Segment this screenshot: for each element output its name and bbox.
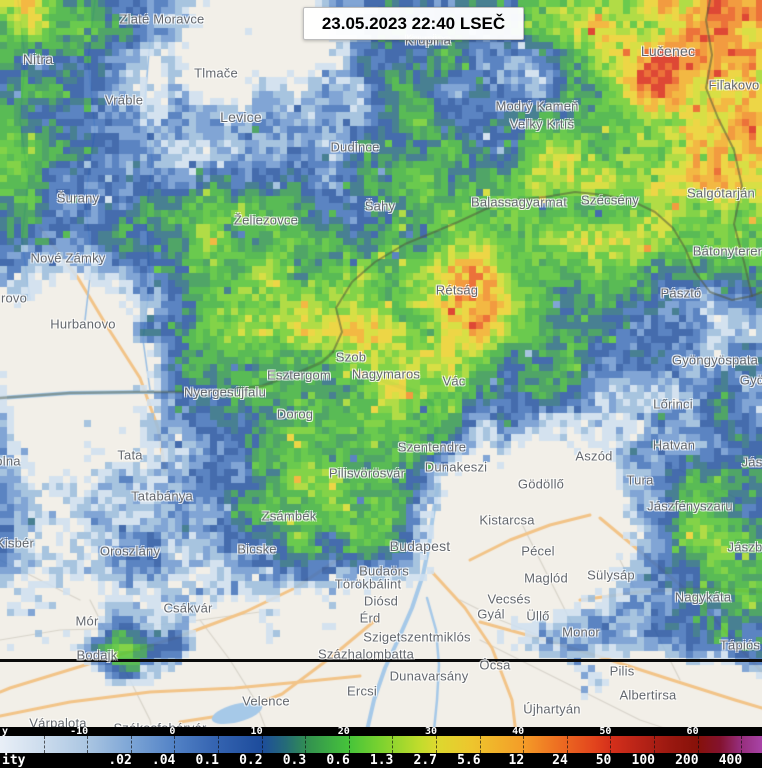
- radar-legend: y -10 0 10 20 30 40 50 60 ity .02 .04 0.1 0.2 0.3 0.6 1…: [0, 727, 762, 768]
- legend-value: 200: [675, 753, 699, 768]
- legend-tick: [436, 736, 437, 753]
- intensity-scale-row: ity .02 .04 0.1 0.2 0.3 0.6 1.3 2.7 5.6 12 24 50 100 2…: [0, 753, 762, 768]
- legend-tick: [697, 736, 699, 753]
- legend-value: 2.7: [413, 753, 437, 768]
- legend-value: 0.1: [195, 753, 219, 768]
- legend-value: 100: [631, 753, 655, 768]
- legend-value: 0.2: [239, 753, 263, 768]
- legend-tick: [392, 736, 394, 753]
- legend-value: -10: [70, 727, 89, 736]
- legend-value: 40: [512, 727, 525, 736]
- legend-tick: [741, 736, 743, 753]
- legend-axis-label: y: [2, 727, 9, 736]
- legend-value: .02: [108, 753, 132, 768]
- legend-value: 50: [599, 727, 612, 736]
- legend-value: 5.6: [457, 753, 481, 768]
- legend-tick: [654, 736, 655, 753]
- legend-value: 1.3: [369, 753, 394, 768]
- legend-tick: [174, 736, 176, 753]
- legend-axis-label: ity: [2, 753, 26, 768]
- legend-tick: [261, 736, 263, 753]
- legend-tick: [305, 736, 307, 753]
- legend-value: .04: [151, 753, 176, 768]
- dbz-scale-row: y -10 0 10 20 30 40 50 60: [0, 727, 762, 736]
- legend-value: 0: [169, 727, 176, 736]
- legend-tick: [523, 736, 525, 753]
- legend-tick: [566, 736, 568, 753]
- timestamp-badge: 23.05.2023 22:40 LSEČ: [303, 7, 524, 40]
- legend-value: 10: [250, 727, 263, 736]
- legend-value: 12: [508, 753, 525, 768]
- legend-gradient-bar: [0, 736, 762, 753]
- legend-value: 400: [718, 753, 743, 768]
- legend-tick: [218, 736, 219, 753]
- legend-value: 30: [424, 727, 437, 736]
- legend-tick: [130, 736, 132, 753]
- coverage-boundary-line: [0, 659, 762, 662]
- legend-value: 0.6: [326, 753, 350, 768]
- legend-value: 24: [552, 753, 568, 768]
- legend-tick: [610, 736, 612, 753]
- legend-tick: [43, 736, 45, 753]
- legend-tick: [348, 736, 350, 753]
- legend-value: 0.3: [282, 753, 307, 768]
- legend-value: 60: [686, 727, 699, 736]
- legend-tick: [479, 736, 481, 753]
- legend-value: 50: [595, 753, 612, 768]
- legend-value: 20: [337, 727, 350, 736]
- legend-tick: [87, 736, 89, 753]
